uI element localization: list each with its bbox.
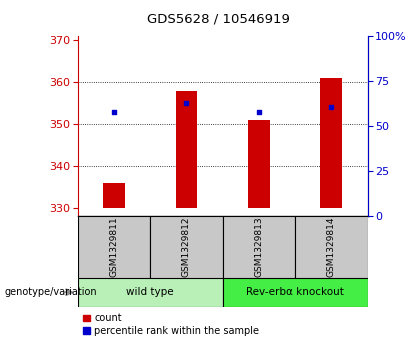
Text: GDS5628 / 10546919: GDS5628 / 10546919 xyxy=(147,13,290,26)
Text: GSM1329811: GSM1329811 xyxy=(110,216,118,277)
Text: GSM1329812: GSM1329812 xyxy=(182,217,191,277)
Text: wild type: wild type xyxy=(126,287,174,297)
Text: genotype/variation: genotype/variation xyxy=(4,287,97,297)
Bar xyxy=(78,216,150,278)
Bar xyxy=(223,278,368,307)
Bar xyxy=(176,91,197,208)
Point xyxy=(255,109,262,114)
Text: GSM1329814: GSM1329814 xyxy=(327,217,336,277)
Text: Rev-erbα knockout: Rev-erbα knockout xyxy=(246,287,344,297)
Bar xyxy=(320,78,342,208)
Bar xyxy=(78,278,223,307)
Bar xyxy=(150,216,223,278)
Bar xyxy=(295,216,368,278)
Bar xyxy=(103,183,125,208)
Point xyxy=(183,100,190,106)
Bar xyxy=(248,120,270,208)
Legend: count, percentile rank within the sample: count, percentile rank within the sample xyxy=(83,313,259,336)
Point xyxy=(328,105,335,110)
Text: GSM1329813: GSM1329813 xyxy=(255,216,263,277)
Bar xyxy=(223,216,295,278)
Point xyxy=(110,109,117,114)
